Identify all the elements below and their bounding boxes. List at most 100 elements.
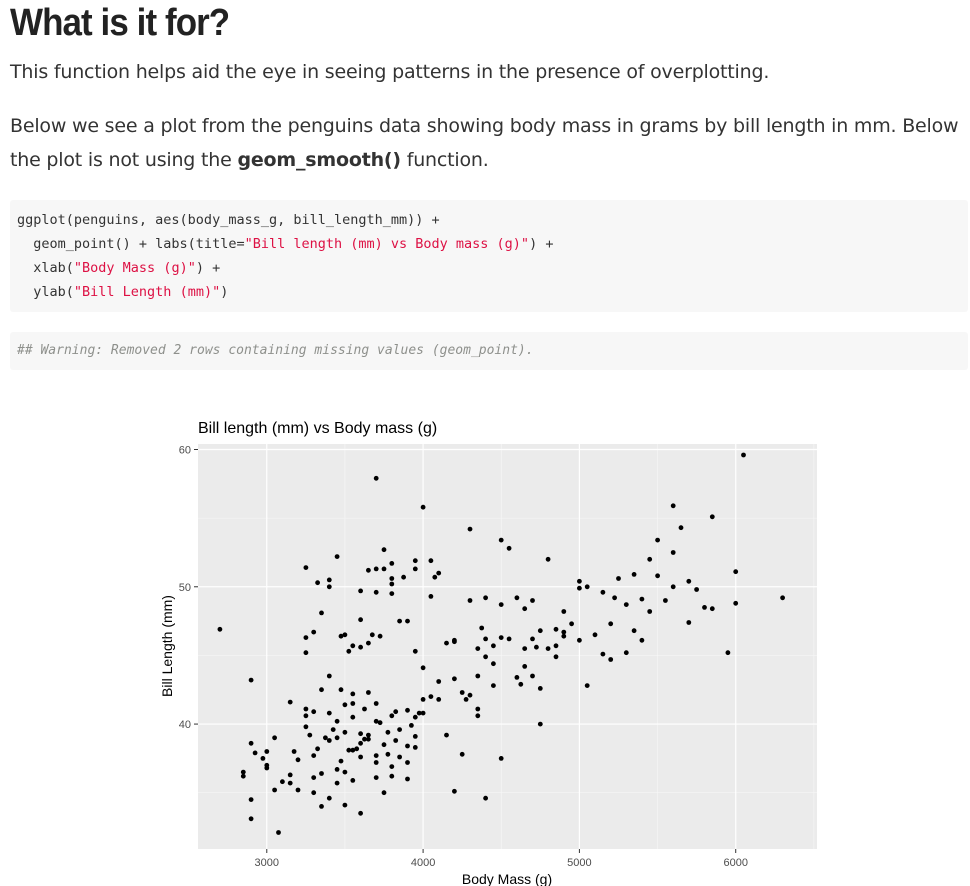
data-point: [647, 609, 653, 614]
data-point: [330, 727, 336, 732]
data-point: [616, 576, 621, 581]
data-point: [350, 747, 356, 753]
data-point: [553, 654, 559, 660]
data-point: [326, 673, 332, 679]
data-point: [264, 765, 270, 771]
data-point: [452, 637, 457, 643]
warning-output-block[interactable]: ## Warning: Removed 2 rows containing mi…: [10, 332, 968, 370]
data-point: [534, 644, 539, 650]
data-point: [311, 790, 317, 796]
data-point: [577, 585, 582, 591]
data-point: [350, 691, 356, 697]
data-point: [405, 707, 410, 713]
data-point: [287, 780, 293, 786]
data-point: [338, 758, 344, 764]
data-point: [369, 632, 375, 638]
data-point: [319, 771, 324, 776]
data-point: [498, 756, 504, 761]
data-point: [412, 734, 418, 739]
data-point: [467, 692, 473, 698]
data-point: [670, 503, 676, 509]
data-point: [385, 751, 391, 757]
data-point: [584, 683, 590, 688]
data-point: [334, 767, 340, 772]
data-point: [639, 596, 645, 602]
data-point: [467, 598, 473, 603]
data-point: [240, 769, 246, 775]
data-point: [416, 710, 422, 716]
data-point: [401, 574, 406, 580]
data-point: [537, 628, 543, 634]
data-point: [432, 574, 438, 580]
data-point: [584, 584, 590, 590]
data-point: [248, 677, 254, 683]
data-point: [709, 606, 715, 612]
data-point: [498, 537, 504, 543]
data-point: [366, 732, 371, 738]
data-point: [373, 775, 379, 780]
code-block[interactable]: ggplot(penguins, aes(body_mass_g, bill_l…: [10, 200, 968, 312]
data-point: [287, 772, 293, 778]
data-point: [467, 526, 473, 532]
data-point: [350, 643, 356, 649]
data-point: [577, 637, 582, 643]
chart-title: Bill length (mm) vs Body mass (g): [198, 420, 437, 437]
data-point: [295, 757, 301, 763]
data-point: [334, 780, 340, 786]
data-point: [389, 713, 395, 719]
data-point: [385, 729, 391, 735]
data-point: [409, 723, 414, 728]
data-point: [639, 637, 645, 643]
data-point: [475, 706, 481, 712]
data-point: [326, 577, 332, 583]
function-name-bold: geom_smooth(): [237, 149, 401, 171]
data-point: [248, 740, 254, 746]
data-point: [631, 628, 637, 634]
data-point: [326, 584, 332, 590]
data-point: [366, 736, 371, 742]
data-point: [463, 697, 469, 702]
data-point: [491, 683, 496, 688]
data-point: [483, 654, 488, 660]
data-point: [240, 773, 246, 779]
data-point: [561, 629, 567, 635]
data-point: [366, 640, 371, 646]
data-point: [483, 795, 488, 801]
data-point: [358, 754, 363, 760]
data-point: [522, 664, 528, 669]
data-point: [518, 681, 524, 687]
data-point: [475, 673, 481, 679]
data-point: [315, 580, 320, 586]
data-point: [389, 764, 395, 769]
data-point: [569, 621, 574, 627]
data-point: [358, 810, 363, 816]
data-point: [733, 569, 739, 575]
data-point: [428, 594, 434, 599]
data-point: [670, 550, 676, 555]
data-point: [725, 650, 731, 656]
data-point: [452, 676, 457, 682]
x-axis-ticks: 3000 4000 5000 6000: [255, 849, 748, 869]
data-point: [342, 632, 348, 638]
data-point: [397, 618, 402, 624]
data-point: [338, 687, 344, 693]
data-point: [381, 742, 387, 748]
data-point: [362, 706, 367, 712]
data-point: [303, 706, 309, 712]
data-point: [397, 727, 402, 732]
data-point: [436, 697, 442, 702]
warning-message: ## Warning: Removed 2 rows containing mi…: [17, 343, 534, 358]
data-point: [311, 709, 317, 715]
data-point: [479, 625, 485, 631]
intro-paragraph: This function helps aid the eye in seein…: [10, 61, 770, 83]
code-line-1: ggplot(penguins, aes(body_mass_g, bill_l…: [17, 212, 440, 228]
data-point: [702, 605, 707, 610]
code-line-4: ylab("Bill Length (mm)"): [17, 284, 229, 300]
data-point: [272, 735, 277, 741]
data-point: [389, 591, 395, 596]
data-point: [405, 618, 410, 624]
data-point: [326, 710, 332, 716]
data-point: [358, 588, 363, 594]
data-point: [342, 729, 348, 735]
data-point: [545, 556, 551, 562]
